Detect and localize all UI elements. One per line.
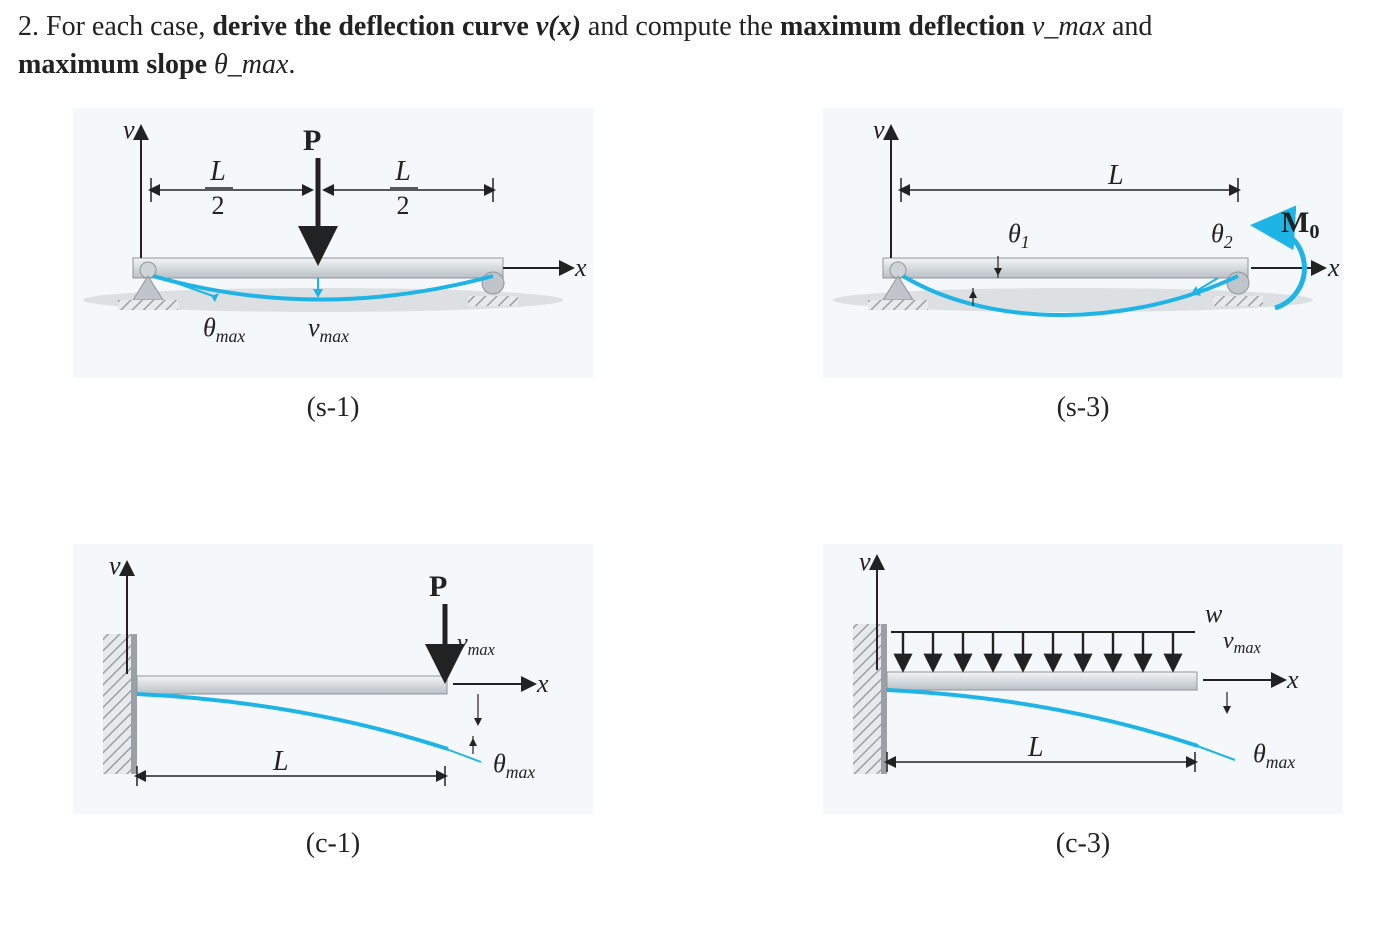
figure-s3: v L x θ1 θ2 M0 (s-3): [798, 108, 1368, 424]
svg-text:x: x: [536, 669, 549, 698]
svg-text:v: v: [109, 551, 121, 580]
svg-text:P: P: [429, 570, 447, 603]
svg-text:v: v: [859, 547, 871, 576]
diagram-s1: v P L 2 L 2 x θmax vmax: [73, 108, 593, 378]
svg-text:L: L: [1107, 160, 1124, 191]
svg-text:L: L: [272, 746, 289, 777]
caption-c3: (c-3): [1056, 828, 1110, 860]
svg-text:w: w: [1205, 599, 1223, 628]
svg-text:L: L: [209, 156, 226, 187]
figure-c1: v P vmax x θmax L (c-1): [48, 544, 618, 860]
svg-text:x: x: [574, 253, 587, 282]
caption-s3: (s-3): [1057, 392, 1110, 424]
svg-text:x: x: [1286, 665, 1299, 694]
svg-text:P: P: [303, 124, 321, 157]
diagram-c1: v P vmax x θmax L: [73, 544, 593, 814]
caption-c1: (c-1): [306, 828, 360, 860]
svg-text:L: L: [394, 156, 411, 187]
svg-text:2: 2: [212, 191, 225, 220]
question-number: 2.: [18, 11, 39, 42]
figure-s1: v P L 2 L 2 x θmax vmax (s-1): [48, 108, 618, 424]
question-prompt: 2. For each case, derive the deflection …: [18, 8, 1378, 84]
svg-text:x: x: [1327, 253, 1340, 282]
svg-text:v: v: [123, 115, 135, 144]
figure-c3: v w vmax x θmax L (c-3): [798, 544, 1368, 860]
caption-s1: (s-1): [307, 392, 360, 424]
diagram-s3: v L x θ1 θ2 M0: [823, 108, 1343, 378]
svg-text:2: 2: [397, 191, 410, 220]
diagram-c3: v w vmax x θmax L: [823, 544, 1343, 814]
svg-text:v: v: [873, 115, 885, 144]
svg-text:L: L: [1027, 732, 1044, 763]
